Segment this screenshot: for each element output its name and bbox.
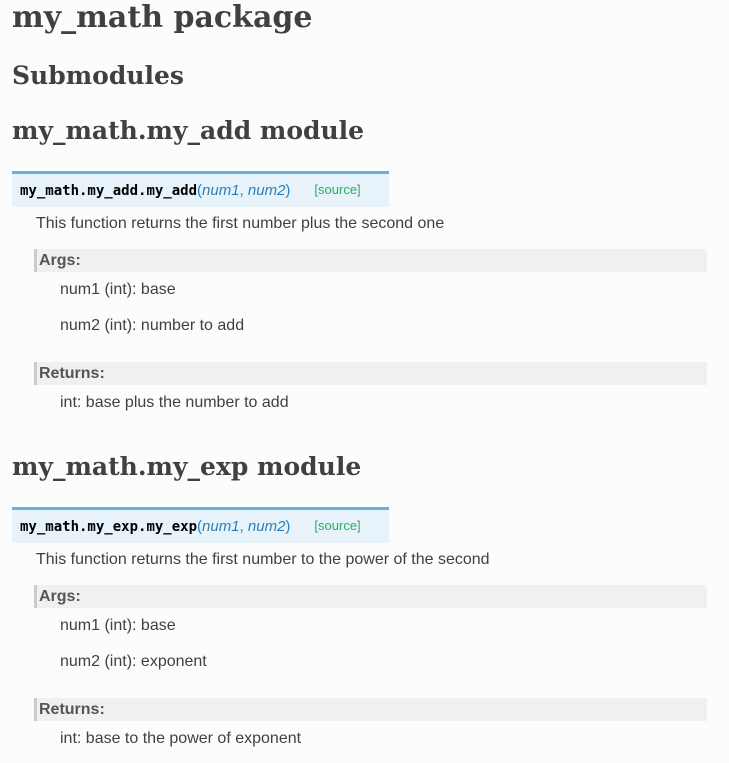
returns-item: int: base plus the number to add bbox=[60, 394, 289, 411]
args-body: num1 (int): base num2 (int): number to a… bbox=[60, 278, 707, 350]
param-separator: , bbox=[239, 518, 248, 535]
param-separator: , bbox=[239, 182, 248, 199]
returns-label: Returns: bbox=[34, 362, 707, 385]
args-label: Args: bbox=[34, 249, 707, 272]
returns-body: int: base plus the number to add bbox=[60, 391, 707, 427]
function-definition: my_math.my_add.my_add(num1, num2) [source… bbox=[12, 171, 707, 427]
submodules-heading: Submodules bbox=[12, 61, 184, 90]
function-description: This function returns the first number t… bbox=[36, 551, 490, 568]
signature-prefix: my_math.my_exp. bbox=[20, 519, 147, 535]
arg-item: num1 (int): base bbox=[60, 281, 176, 298]
function-signature: my_math.my_add.my_add(num1, num2) [source… bbox=[12, 171, 389, 207]
signature-param: num2 bbox=[247, 182, 286, 199]
function-signature: my_math.my_exp.my_exp(num1, num2) [source… bbox=[12, 507, 389, 543]
args-body: num1 (int): base num2 (int): exponent bbox=[60, 614, 707, 686]
module-heading: my_math.my_exp module bbox=[12, 452, 362, 481]
function-body: This function returns the first number t… bbox=[34, 548, 707, 763]
signature-prefix: my_math.my_add. bbox=[20, 183, 147, 199]
field-list: Args: num1 (int): base num2 (int): numbe… bbox=[34, 249, 707, 427]
function-body: This function returns the first number p… bbox=[34, 212, 707, 427]
signature-param: num2 bbox=[247, 518, 286, 535]
field-list: Args: num1 (int): base num2 (int): expon… bbox=[34, 585, 707, 763]
arg-item: num2 (int): exponent bbox=[60, 653, 207, 670]
signature-param: num1 bbox=[202, 518, 240, 535]
paren-open: ( bbox=[197, 182, 203, 199]
source-link[interactable]: [source] bbox=[314, 518, 361, 533]
module-heading: my_math.my_add module bbox=[12, 116, 365, 145]
args-label: Args: bbox=[34, 585, 707, 608]
paren-open: ( bbox=[197, 518, 203, 535]
returns-item: int: base to the power of exponent bbox=[60, 730, 302, 747]
paren-close: ) bbox=[285, 518, 291, 535]
function-description: This function returns the first number p… bbox=[36, 215, 445, 232]
module-section-my-add: my_math.my_add module my_math.my_add.my_… bbox=[12, 116, 707, 427]
returns-body: int: base to the power of exponent bbox=[60, 727, 707, 763]
arg-item: num2 (int): number to add bbox=[60, 317, 245, 334]
function-definition: my_math.my_exp.my_exp(num1, num2) [source… bbox=[12, 507, 707, 763]
returns-label: Returns: bbox=[34, 698, 707, 721]
signature-param: num1 bbox=[202, 182, 240, 199]
paren-close: ) bbox=[285, 182, 291, 199]
source-link[interactable]: [source] bbox=[314, 182, 361, 197]
arg-item: num1 (int): base bbox=[60, 617, 176, 634]
signature-name: my_exp bbox=[146, 519, 198, 535]
page-title: my_math package bbox=[12, 0, 313, 35]
signature-name: my_add bbox=[146, 183, 198, 199]
module-section-my-exp: my_math.my_exp module my_math.my_exp.my_… bbox=[12, 452, 707, 763]
